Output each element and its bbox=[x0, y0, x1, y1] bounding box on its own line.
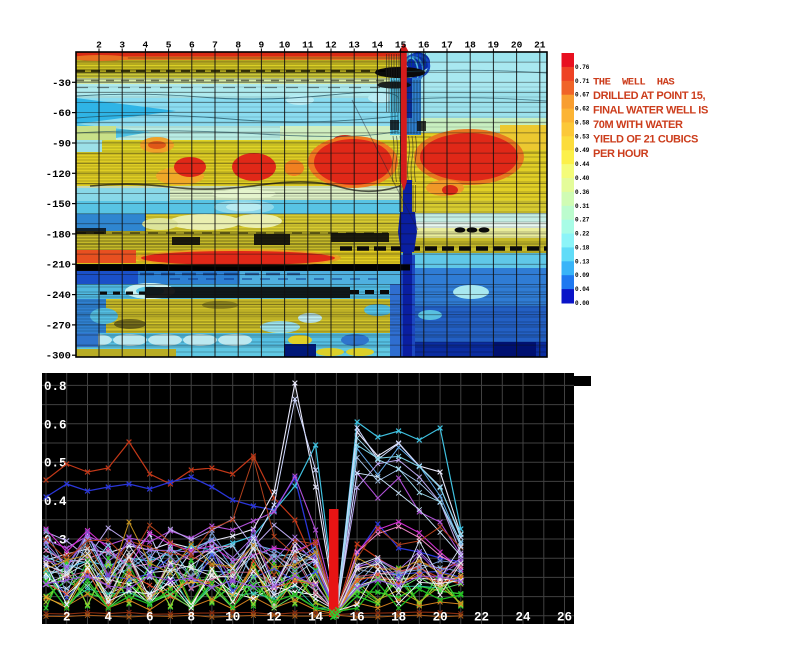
svg-text:11: 11 bbox=[302, 40, 314, 51]
svg-text:20: 20 bbox=[433, 611, 448, 625]
svg-text:17: 17 bbox=[441, 40, 453, 51]
svg-text:-120: -120 bbox=[46, 169, 71, 181]
svg-text:19: 19 bbox=[488, 40, 500, 51]
svg-text:0.00: 0.00 bbox=[575, 300, 590, 307]
svg-text:0.44: 0.44 bbox=[575, 161, 590, 168]
svg-text:-270: -270 bbox=[46, 320, 71, 332]
svg-text:0.31: 0.31 bbox=[575, 203, 590, 210]
svg-text:PER HOUR: PER HOUR bbox=[593, 148, 649, 160]
svg-text:-30: -30 bbox=[52, 78, 71, 90]
svg-text:-180: -180 bbox=[46, 229, 71, 241]
svg-text:26: 26 bbox=[557, 611, 572, 625]
svg-text:-90: -90 bbox=[52, 139, 71, 151]
svg-text:0.6: 0.6 bbox=[44, 418, 67, 432]
svg-text:-210: -210 bbox=[46, 260, 71, 272]
svg-text:16: 16 bbox=[350, 611, 365, 625]
svg-text:0.27: 0.27 bbox=[575, 217, 590, 224]
svg-text:-150: -150 bbox=[46, 199, 71, 211]
svg-text:15: 15 bbox=[395, 40, 407, 51]
svg-text:0.13: 0.13 bbox=[575, 258, 590, 265]
svg-text:0.36: 0.36 bbox=[575, 189, 590, 196]
svg-text:0.18: 0.18 bbox=[575, 244, 590, 251]
svg-text:13: 13 bbox=[348, 40, 360, 51]
svg-text:0.04: 0.04 bbox=[575, 286, 590, 293]
svg-text:10: 10 bbox=[225, 611, 240, 625]
svg-text:0.40: 0.40 bbox=[575, 175, 590, 182]
svg-text:4: 4 bbox=[104, 611, 112, 625]
svg-text:12: 12 bbox=[325, 40, 337, 51]
svg-text:FINAL WATER WELL IS: FINAL WATER WELL IS bbox=[593, 105, 708, 117]
svg-text:21: 21 bbox=[534, 40, 546, 51]
svg-text:YIELD OF 21 CUBICS: YIELD OF 21 CUBICS bbox=[593, 134, 698, 146]
svg-text:0.62: 0.62 bbox=[575, 106, 590, 113]
svg-text:14: 14 bbox=[372, 40, 384, 51]
svg-text:0.76: 0.76 bbox=[575, 64, 590, 71]
svg-text:0.71: 0.71 bbox=[575, 78, 590, 85]
svg-text:-300: -300 bbox=[46, 351, 71, 363]
svg-text:24: 24 bbox=[515, 611, 531, 625]
svg-text:5: 5 bbox=[166, 40, 172, 51]
svg-text:22: 22 bbox=[474, 611, 489, 625]
svg-text:0.22: 0.22 bbox=[575, 231, 590, 238]
svg-text:-240: -240 bbox=[46, 290, 71, 302]
svg-text:4: 4 bbox=[143, 40, 149, 51]
svg-text:9: 9 bbox=[259, 40, 265, 51]
svg-text:0.09: 0.09 bbox=[575, 272, 590, 279]
svg-text:2: 2 bbox=[63, 611, 71, 625]
svg-text:2: 2 bbox=[96, 40, 102, 51]
svg-text:7: 7 bbox=[212, 40, 218, 51]
svg-text:0.49: 0.49 bbox=[575, 147, 590, 154]
svg-text:6: 6 bbox=[189, 40, 195, 51]
svg-text:0.8: 0.8 bbox=[44, 380, 67, 394]
svg-text:12: 12 bbox=[267, 611, 282, 625]
svg-text:0.4: 0.4 bbox=[44, 495, 67, 509]
svg-text:16: 16 bbox=[418, 40, 430, 51]
svg-text:THE WELL HAS: THE WELL HAS bbox=[593, 77, 674, 89]
svg-text:0.53: 0.53 bbox=[575, 133, 590, 140]
svg-text:0.5: 0.5 bbox=[44, 457, 67, 471]
svg-text:20: 20 bbox=[511, 40, 523, 51]
svg-text:6: 6 bbox=[146, 611, 154, 625]
svg-text:70M WITH WATER: 70M WITH WATER bbox=[593, 119, 683, 131]
svg-text:-60: -60 bbox=[52, 108, 71, 120]
svg-text:8: 8 bbox=[235, 40, 241, 51]
svg-text:0.58: 0.58 bbox=[575, 119, 590, 126]
svg-text:3: 3 bbox=[119, 40, 125, 51]
svg-text:8: 8 bbox=[187, 611, 195, 625]
svg-text:DRILLED AT POINT 15,: DRILLED AT POINT 15, bbox=[593, 90, 705, 102]
svg-text:18: 18 bbox=[464, 40, 476, 51]
svg-text:18: 18 bbox=[391, 611, 406, 625]
svg-text:0.67: 0.67 bbox=[575, 92, 590, 99]
svg-text:10: 10 bbox=[279, 40, 291, 51]
svg-text:14: 14 bbox=[308, 611, 324, 625]
